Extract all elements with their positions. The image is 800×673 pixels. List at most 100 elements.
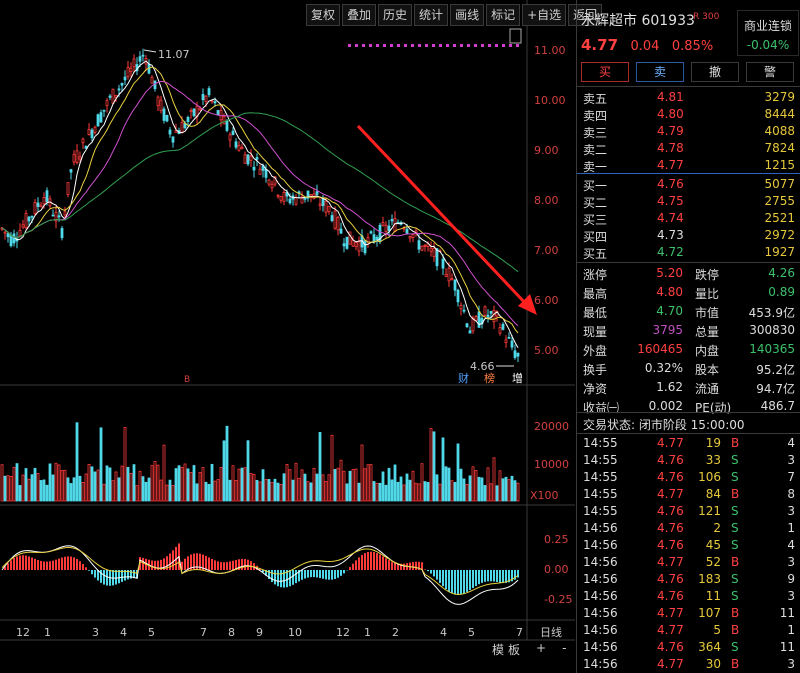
volume-bar [222, 440, 226, 502]
ask-row[interactable]: 卖五 4.81 3279 [577, 90, 800, 107]
event-marker: 财 [458, 371, 469, 385]
stock-name[interactable]: 永辉超市 601933 [581, 13, 695, 29]
ask-row[interactable]: 卖三 4.79 4088 [577, 124, 800, 141]
candle-body [18, 229, 22, 237]
volume-bar [90, 466, 94, 502]
volume-bar [408, 479, 412, 502]
stock-badge: R 300 [693, 12, 720, 22]
order-price: 4.80 [657, 107, 684, 121]
tick-count: 3 [787, 657, 795, 671]
tick-time: 14:56 [583, 623, 618, 637]
concept-box[interactable]: 商业连锁 -0.04% [737, 10, 799, 56]
zoom-out-button[interactable]: - [562, 641, 567, 655]
candle-body [510, 340, 514, 348]
volume-bar [441, 437, 445, 502]
signal-dot [509, 44, 512, 47]
tick-volume: 121 [698, 504, 721, 518]
ask-row[interactable]: 卖四 4.80 8444 [577, 107, 800, 124]
tick-time: 14:55 [583, 504, 618, 518]
stat-label: 换手 [583, 363, 608, 377]
order-price: 4.75 [657, 194, 684, 208]
tick-side: B [731, 436, 740, 450]
stat-label: 跌停 [695, 268, 720, 282]
cancel-order-button[interactable]: 撤 [691, 62, 739, 82]
tick-count: 1 [787, 521, 795, 535]
template-button[interactable]: 模板 [492, 641, 520, 658]
order-level-label: 卖三 [583, 126, 608, 140]
trend-arrow-line [356, 124, 529, 307]
sell-button[interactable]: 卖 [636, 62, 684, 82]
overlay-button[interactable]: 叠加 [342, 4, 377, 26]
month-label: 3 [92, 626, 99, 639]
zoom-in-button[interactable]: + [536, 641, 547, 655]
price-axis-label: 9.00 [534, 144, 559, 157]
mark-button[interactable]: 标记 [486, 4, 521, 26]
candle-body [471, 317, 475, 332]
candle-body [132, 58, 136, 68]
bid-row[interactable]: 买一 4.76 5077 [577, 177, 800, 194]
volume-bar [438, 483, 442, 502]
tick-side: S [731, 572, 739, 586]
volume-bar [99, 427, 103, 502]
tick-price: 4.76 [657, 572, 684, 586]
volume-bar [129, 472, 133, 502]
volume-bar [147, 477, 151, 502]
tick-volume: 5 [713, 623, 721, 637]
volume-bar [126, 467, 130, 502]
stat-value: 94.7亿 [756, 382, 795, 396]
candle-body [111, 88, 115, 104]
candle-body [348, 231, 352, 245]
bid-row[interactable]: 买三 4.74 2521 [577, 211, 800, 228]
volume-bar [33, 467, 37, 502]
high-pointer [143, 49, 157, 53]
chart-area[interactable]: 11.00 10.00 9.00 8.00 7.00 6.00 5.00 20000 10000… [0, 0, 575, 673]
order-level-label: 卖一 [583, 160, 608, 174]
ask-row[interactable]: 卖一 4.77 1215 [577, 158, 800, 175]
draw-line-button[interactable]: 画线 [450, 4, 485, 26]
volume-bar [387, 467, 391, 502]
volume-bar [3, 475, 7, 502]
stats-button[interactable]: 统计 [414, 4, 449, 26]
volume-bar [312, 467, 316, 502]
stat-label: 股本 [695, 363, 720, 377]
candle-body [513, 350, 517, 358]
month-label: 8 [228, 626, 235, 639]
tick-volume: 2 [713, 521, 721, 535]
history-button[interactable]: 历史 [378, 4, 413, 26]
signal-dot [502, 44, 505, 47]
candle-body [186, 116, 190, 122]
candle-body [114, 94, 118, 98]
ask-row[interactable]: 卖二 4.78 7824 [577, 141, 800, 158]
candle-body [459, 305, 463, 310]
bid-row[interactable]: 买二 4.75 2755 [577, 194, 800, 211]
kline-chart[interactable]: 11.0010.009.008.007.006.005.002000010000… [0, 0, 575, 673]
candle-body [123, 76, 127, 81]
volume-bar [480, 477, 484, 502]
tick-row: 14:56 4.76 183 S 9 [577, 572, 800, 589]
add-watchlist-button[interactable]: +自选 [522, 4, 567, 26]
candle-body [66, 182, 70, 195]
stats-row: 净资 1.62 流通 94.7亿 [577, 380, 800, 397]
candle-body [96, 114, 100, 127]
tick-row: 14:56 4.76 2 S 1 [577, 521, 800, 538]
volume-bar [174, 468, 178, 502]
tick-row: 14:56 4.77 5 B 1 [577, 623, 800, 640]
candle-body [108, 95, 112, 98]
buy-button[interactable]: 买 [581, 62, 629, 82]
order-price: 4.78 [657, 141, 684, 155]
candle-body [117, 88, 121, 91]
volume-bar [267, 479, 271, 502]
price-row: 4.77 0.04 0.85% [581, 36, 713, 54]
bid-row[interactable]: 买四 4.73 2972 [577, 228, 800, 245]
candle-body [9, 235, 13, 247]
order-level-label: 卖二 [583, 143, 608, 157]
ma5-line [1, 60, 519, 348]
month-label: 12 [16, 626, 30, 639]
alert-button[interactable]: 警 [746, 62, 794, 82]
candle-body [24, 213, 28, 229]
candle-body [423, 244, 427, 247]
bid-row[interactable]: 买五 4.72 1927 [577, 245, 800, 262]
volume-bar [402, 484, 406, 502]
fuquan-button[interactable]: 复权 [306, 4, 341, 26]
tick-price: 4.76 [657, 521, 684, 535]
